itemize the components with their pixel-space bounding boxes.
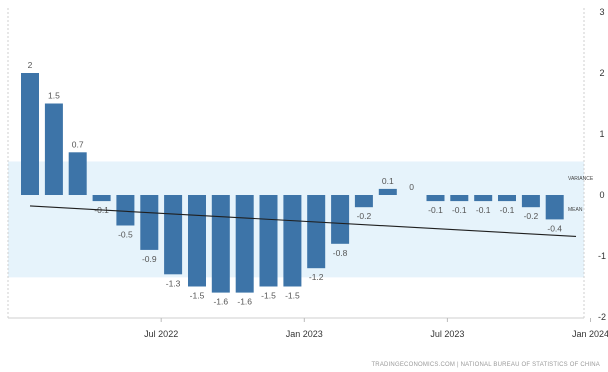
- mean-label: MEAN: [568, 207, 583, 213]
- bar: [140, 195, 159, 250]
- x-tick-label: Jul 2022: [144, 329, 178, 339]
- bar-value-label: 1.5: [48, 91, 60, 101]
- bar: [331, 195, 350, 244]
- bar: [92, 195, 111, 202]
- variance-label: VARIANCE: [568, 176, 594, 182]
- bar-value-label: -0.5: [118, 230, 133, 240]
- bar-value-label: -1.5: [261, 291, 276, 301]
- source-note: TRADINGECONOMICS.COM | NATIONAL BUREAU O…: [371, 362, 600, 368]
- bar-value-label: -0.1: [500, 205, 515, 215]
- bar-value-label: -0.2: [524, 211, 539, 221]
- bar: [188, 195, 206, 287]
- bar: [498, 195, 516, 202]
- bar-value-label: -0.1: [476, 205, 491, 215]
- mean-line: [29, 205, 577, 238]
- y-tick-label: -1: [598, 251, 606, 261]
- bar-value-label: -0.9: [142, 254, 157, 264]
- bar: [378, 188, 397, 195]
- bar: [307, 195, 326, 269]
- y-tick-label: 0: [599, 190, 604, 200]
- bar-value-label: -1.6: [213, 297, 228, 307]
- y-tick-label: 1: [599, 129, 604, 139]
- bar-value-label: 0.7: [72, 139, 84, 149]
- x-tick-label: Jul 2023: [430, 329, 464, 339]
- x-tick-label: Jan 2024: [572, 329, 608, 339]
- bar: [164, 195, 183, 275]
- bar: [21, 73, 39, 195]
- bar-value-label: -1.6: [237, 297, 252, 307]
- bar: [474, 195, 493, 202]
- y-tick-label: -2: [598, 312, 606, 322]
- bar: [450, 195, 469, 202]
- bar-value-label: -1.5: [285, 291, 300, 301]
- bar-value-label: -1.3: [166, 278, 181, 288]
- bar-value-label: -0.4: [547, 223, 562, 233]
- bar-value-label: -1.5: [190, 291, 205, 301]
- y-tick-label: 3: [599, 7, 604, 17]
- bar: [283, 195, 302, 287]
- y-tick-label: 2: [599, 68, 604, 78]
- bar: [235, 195, 254, 293]
- bar: [521, 195, 540, 208]
- bar-value-label: -1.2: [309, 272, 324, 282]
- bar-value-label: -0.1: [428, 205, 443, 215]
- bar: [545, 195, 564, 220]
- bar: [259, 195, 278, 287]
- bar-value-label: -0.2: [357, 211, 372, 221]
- bar-value-label: 0.1: [382, 176, 394, 186]
- bar-value-label: -0.8: [333, 248, 348, 258]
- bar-value-label: 0: [409, 182, 414, 192]
- bar: [211, 195, 230, 293]
- bar-value-label: -0.1: [452, 205, 467, 215]
- bar: [116, 195, 135, 226]
- bar: [426, 195, 445, 202]
- bar-value-label: 2: [28, 60, 33, 70]
- bar: [44, 103, 63, 195]
- bar: [354, 195, 373, 208]
- x-tick-label: Jan 2023: [286, 329, 323, 339]
- bar: [68, 152, 87, 195]
